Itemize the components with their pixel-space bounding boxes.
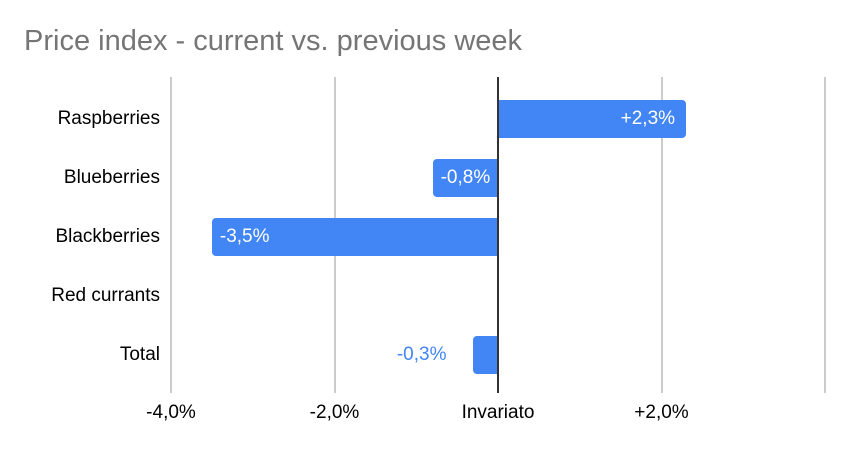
x-axis-tick-label: +2,0% [634,402,689,423]
gridline [170,77,172,393]
x-axis-tick-label: -4,0% [146,402,196,423]
category-label-total: Total [119,343,160,365]
bar-total [473,335,498,374]
bar-value-label-raspberries: +2,3% [620,108,676,129]
x-axis-tick-label: -2,0% [309,402,360,423]
gridline [660,77,663,393]
bar-raspberries [498,99,687,138]
bar-value-label-blueberries: -0,8% [440,167,491,188]
category-label-raspberries: Raspberries [57,107,160,129]
category-label-red-currants: Red currants [51,284,160,306]
zero-axis-line [497,77,499,393]
bar-value-label-blackberries: -3,5% [219,226,270,247]
chart-title: Price index - current vs. previous week [24,25,523,57]
category-label-blackberries: Blackberries [55,225,160,247]
bar-blueberries [432,158,498,197]
x-axis-tick-label: Invariato [461,402,535,423]
bar-value-label-total: -0,3% [396,344,447,365]
bar-blackberries [211,217,498,256]
gridline [824,77,826,393]
category-label-blueberries: Blueberries [63,166,160,188]
